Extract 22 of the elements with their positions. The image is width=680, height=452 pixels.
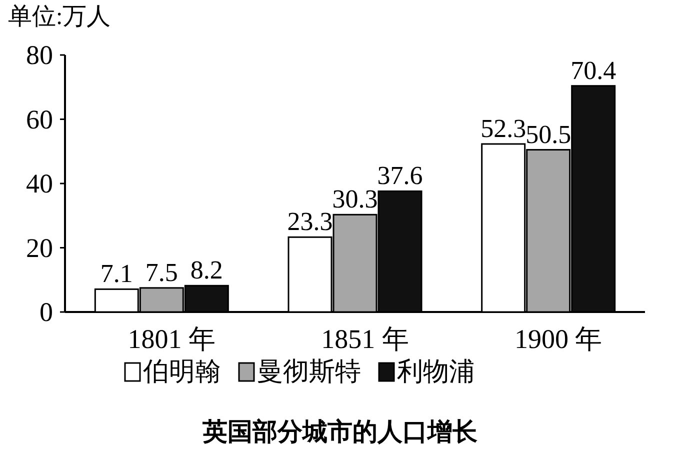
data-label: 50.5 xyxy=(526,120,572,149)
data-label: 23.3 xyxy=(287,207,333,236)
legend-label: 曼彻斯特 xyxy=(257,357,361,386)
legend-label: 利物浦 xyxy=(397,357,475,386)
data-label: 70.4 xyxy=(570,56,616,85)
y-tick-label: 40 xyxy=(26,168,53,198)
data-label: 37.6 xyxy=(377,161,423,190)
data-label: 7.5 xyxy=(145,258,178,287)
y-tick-label: 60 xyxy=(26,104,53,134)
y-tick-label: 0 xyxy=(40,297,53,327)
data-label: 52.3 xyxy=(480,114,526,143)
y-axis-title: 单位:万人 xyxy=(8,4,111,30)
data-label: 30.3 xyxy=(332,184,378,214)
y-tick-label: 80 xyxy=(26,40,53,70)
legend-label: 伯明翰 xyxy=(142,357,221,386)
data-label: 8.2 xyxy=(190,256,223,285)
text: 英国部分城市的人口增长 xyxy=(202,418,478,446)
y-tick-label: 20 xyxy=(26,232,53,263)
x-tick-label: 1851 年 xyxy=(321,324,409,354)
x-tick-label: 1900 年 xyxy=(514,324,602,354)
x-tick-label: 1801 年 xyxy=(128,324,216,354)
data-label: 7.1 xyxy=(100,259,133,288)
